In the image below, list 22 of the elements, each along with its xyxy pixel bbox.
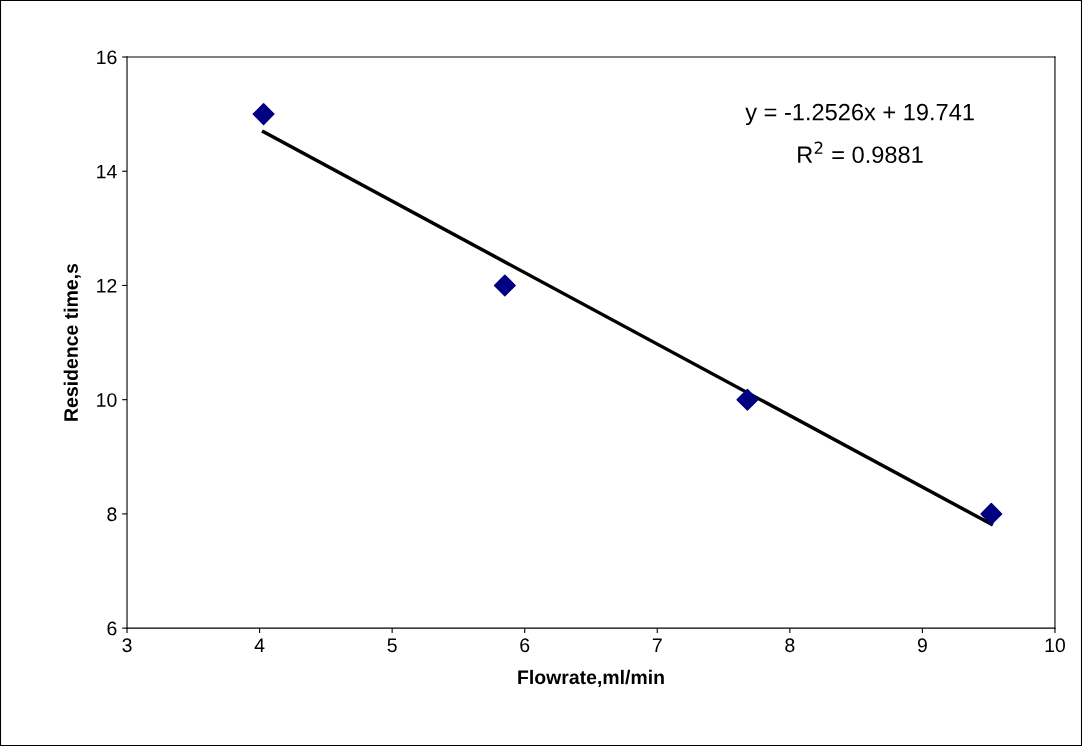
point — [493, 274, 516, 297]
x-tick-label: 7 — [652, 638, 662, 652]
x-tick-label: 10 — [1045, 638, 1065, 653]
x-axis-title: Flowrate,ml/min — [518, 669, 664, 687]
x-tick-label: 8 — [785, 638, 795, 653]
y-tick-label: 16 — [97, 50, 117, 65]
y-tick-label: 8 — [107, 507, 117, 522]
x-tick-label: 6 — [520, 638, 530, 653]
x-tick-label: 4 — [254, 638, 265, 652]
x-tick-label: 5 — [387, 638, 397, 653]
x-tick-label: 3 — [122, 638, 132, 653]
point — [736, 388, 759, 411]
point — [252, 103, 275, 126]
point — [980, 502, 1003, 525]
x-tick-label: 9 — [917, 638, 927, 653]
y-tick-label: 6 — [107, 621, 117, 636]
annotation: R$^{2}$ = 0.9881 — [798, 141, 923, 164]
y-tick-label: 12 — [97, 278, 117, 293]
y-tick-label: 14 — [97, 164, 117, 179]
y-axis-title: Residence time,s — [63, 263, 81, 421]
annotation: y = -1.2526x + 19.741 — [745, 103, 974, 126]
y-tick-label: 10 — [97, 393, 117, 407]
